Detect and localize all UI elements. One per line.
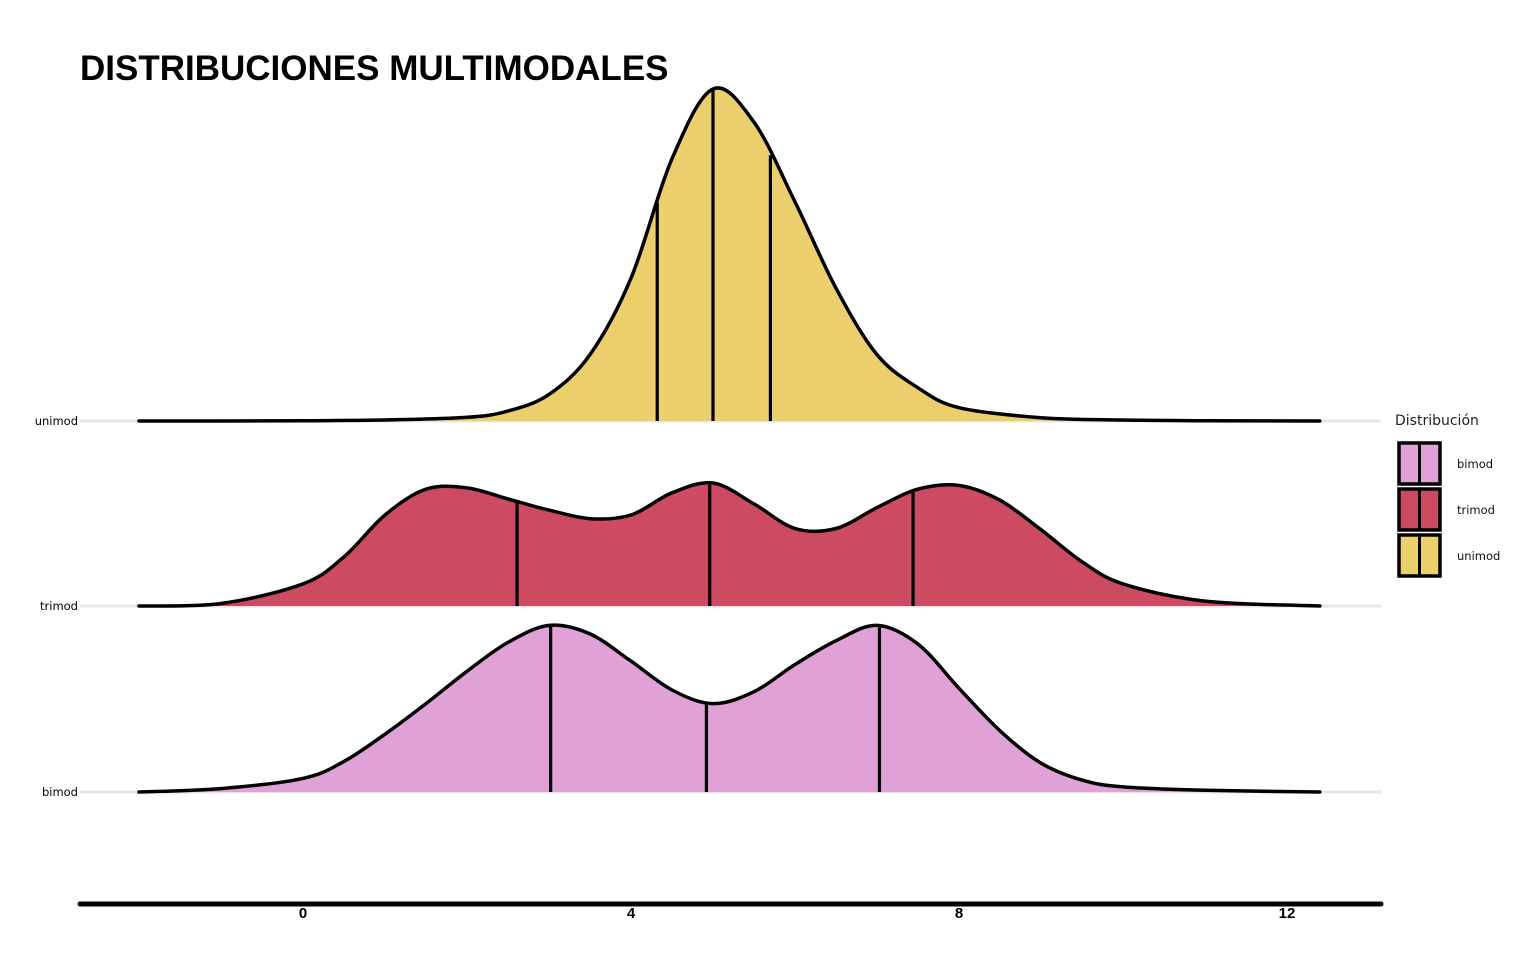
- legend-label-unimod: unimod: [1457, 549, 1500, 563]
- density-outline-bimod: [137, 623, 1322, 794]
- density-area-bimod: [139, 625, 1320, 792]
- density-area-unimod: [139, 87, 1320, 422]
- row-label-bimod: bimod: [42, 785, 78, 799]
- chart-title: DISTRIBUCIONES MULTIMODALES: [80, 49, 669, 88]
- legend-label-trimod: trimod: [1457, 503, 1495, 517]
- x-tick-label-8: 8: [955, 905, 963, 922]
- ridge-row-trimod: trimod: [40, 480, 1381, 613]
- row-label-unimod: unimod: [35, 414, 78, 428]
- density-outline-unimod: [137, 86, 1322, 423]
- density-area-trimod: [139, 482, 1320, 607]
- x-tick-label-4: 4: [627, 905, 636, 922]
- row-label-trimod: trimod: [40, 599, 78, 613]
- legend-title: Distribución: [1395, 413, 1479, 429]
- ridge-rows: unimod trimod bimod: [35, 86, 1381, 799]
- x-axis: 0 4 8 12: [77, 901, 1384, 922]
- legend-key-trimod: [1397, 487, 1442, 532]
- x-tick-label-0: 0: [299, 905, 307, 922]
- legend: Distribución bimod trimod unimod: [1395, 413, 1500, 578]
- legend-label-bimod: bimod: [1457, 457, 1493, 471]
- ridge-row-unimod: unimod: [35, 86, 1381, 428]
- legend-key-bimod: [1397, 441, 1442, 486]
- legend-key-unimod: [1397, 533, 1442, 578]
- ridge-row-bimod: bimod: [42, 623, 1381, 799]
- x-tick-label-12: 12: [1279, 905, 1296, 922]
- density-outline-trimod: [137, 480, 1322, 608]
